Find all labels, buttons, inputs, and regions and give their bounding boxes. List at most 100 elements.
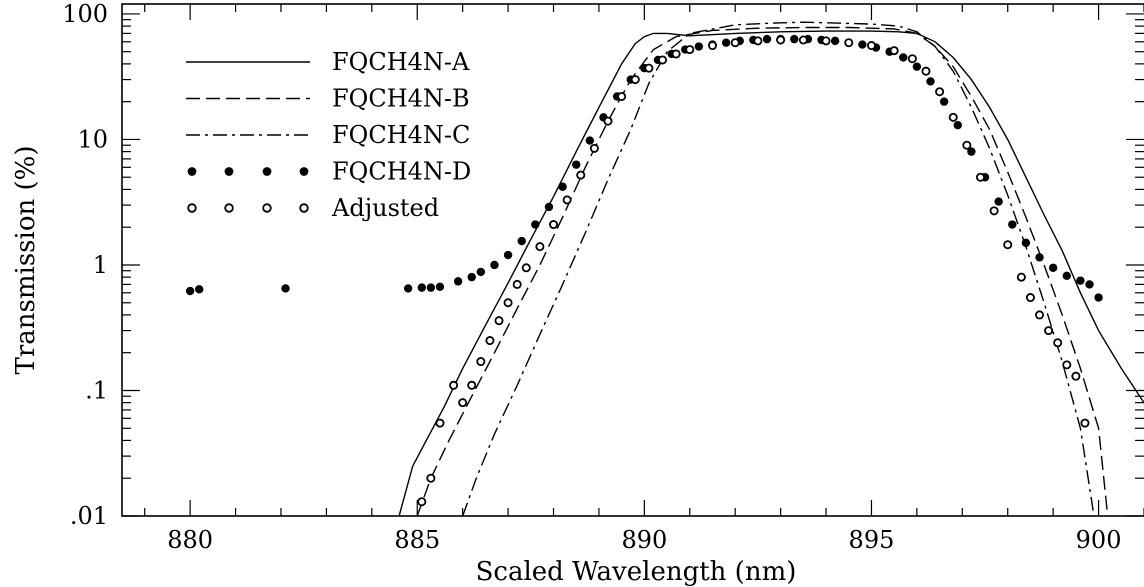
series-adjusted-point [476,357,486,367]
series-adjusted-point [1044,326,1054,336]
series-fqch4n-d-point [435,282,445,291]
series-fqch4n-d-point [417,283,426,292]
series-fqch4n-d-point [531,220,540,229]
series-fqch4n-a-line [398,30,1144,516]
series-fqch4n-d-point [403,284,413,293]
series-adjusted-point [449,380,459,390]
series-adjusted-point [549,220,559,230]
series-fqch4n-d-point [558,182,567,191]
y-tick-label: 1 [93,251,108,279]
series-fqch4n-d-point [1085,280,1094,289]
series-adjusted-point [644,63,654,73]
series-fqch4n-d-point [1008,220,1017,229]
series-fqch4n-d-point [517,236,526,246]
series-adjusted-point [617,91,627,101]
series-adjusted-point [866,41,876,51]
series-fqch4n-d [185,34,1103,302]
series-adjusted-point [426,473,436,483]
series-fqch4n-d-point [967,147,976,156]
y-tick-label: 10 [77,125,108,153]
series-adjusted-point [417,497,427,507]
series-adjusted-point [962,140,972,150]
series-adjusted-point [948,112,958,122]
legend-fqch4n-c-label: FQCH4N-C [332,121,470,149]
series-adjusted-point [485,336,495,346]
legend-adjusted-marker [187,203,197,213]
legend-adjusted-marker [262,203,272,213]
series-adjusted-point [435,418,445,428]
series-adjusted-point [503,298,513,308]
legend-fqch4n-d: FQCH4N-D [187,158,471,186]
series-fqch4n-d-point [1021,238,1031,248]
series-adjusted-point [776,35,786,45]
series-adjusted-point [589,143,599,153]
legend-fqch4n-b: FQCH4N-B [186,85,470,113]
series-adjusted-point [671,49,681,59]
series-adjusted-point [707,41,717,51]
x-tick-label: 880 [167,526,213,554]
series-fqch4n-b-line [416,26,1109,516]
legend-fqch4n-a-label: FQCH4N-A [332,48,470,76]
series-fqch4n-d-point [490,260,499,270]
series-adjusted-point [907,54,917,64]
series-adjusted-point [467,380,477,390]
series-fqch4n-d-point [185,286,195,296]
series-adjusted-point [458,398,468,408]
legend-fqch4n-d-marker [262,167,272,176]
series-fqch4n-d-point [721,38,731,47]
series-adjusted-point [1003,240,1013,250]
x-tick-label: 885 [394,526,440,554]
series-fqch4n-d-point [503,250,513,260]
series-fqch4n-d-point [195,285,204,294]
series-adjusted-point [753,36,763,46]
y-tick-label: 100 [62,0,108,28]
legend-adjusted-marker [299,203,309,213]
series-fqch4n-d-point [453,277,463,286]
series-adjusted-point [494,316,504,326]
legend-adjusted: Adjusted [187,194,439,222]
legend-fqch4n-c: FQCH4N-C [186,121,470,149]
series-adjusted [417,35,1090,507]
legend-fqch4n-d-marker [224,167,234,176]
series-adjusted-point [935,87,945,97]
series-fqch4n-d-point [994,197,1003,206]
series-fqch4n-d-point [762,34,772,44]
series-adjusted-point [1071,371,1081,381]
x-tick-label: 890 [621,526,667,554]
series-fqch4n-d-point [1094,293,1103,302]
legend-adjusted-label: Adjusted [331,194,439,222]
plot-frame [121,3,1144,517]
series-adjusted-point [535,242,545,252]
series-fqch4n-d-point [953,120,962,130]
x-tick-label: 895 [849,526,895,554]
legend-fqch4n-b-label: FQCH4N-B [332,85,470,113]
series-adjusted-point [730,38,740,48]
series-adjusted-point [975,172,985,182]
series-fqch4n-d-point [467,272,476,282]
series-fqch4n-d-point [926,77,935,86]
series-adjusted-point [921,66,931,76]
series-fqch4n-d-point [1076,276,1085,285]
series-fqch4n-d-point [912,62,922,71]
series-fqch4n-d-point [476,267,486,277]
series-adjusted-point [821,36,831,46]
x-axis-label: Scaled Wavelength (nm) [476,557,797,587]
x-tick-label: 900 [1076,526,1122,554]
series-adjusted-point [562,195,572,205]
series-adjusted-point [889,46,899,56]
series-fqch4n-d-point [899,53,908,62]
legend-fqch4n-d-marker [187,167,197,176]
series-adjusted-point [844,38,854,48]
series-fqch4n-d-point [1048,263,1058,272]
series-fqch4n-d-point [544,202,554,212]
series-fqch4n-d-point [426,283,436,292]
series-adjusted-point [1035,310,1045,320]
series-adjusted-point [630,75,640,85]
series-fqch4n-d-point [830,36,840,46]
y-tick-label: .1 [85,376,108,404]
series-adjusted-point [603,116,613,126]
legend-adjusted-marker [224,203,234,213]
series-adjusted-point [1062,360,1072,370]
series-fqch4n-d-point [1035,253,1044,262]
